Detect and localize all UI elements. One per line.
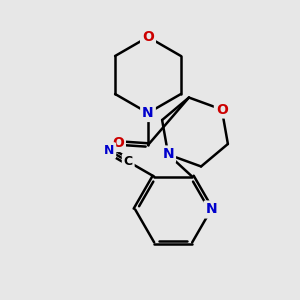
Text: N: N (206, 202, 217, 217)
Text: N: N (142, 106, 154, 120)
Text: C: C (124, 155, 133, 168)
Text: N: N (104, 144, 114, 157)
Text: O: O (112, 136, 124, 150)
Text: O: O (216, 103, 228, 116)
Text: O: O (142, 30, 154, 44)
Text: N: N (162, 148, 174, 161)
